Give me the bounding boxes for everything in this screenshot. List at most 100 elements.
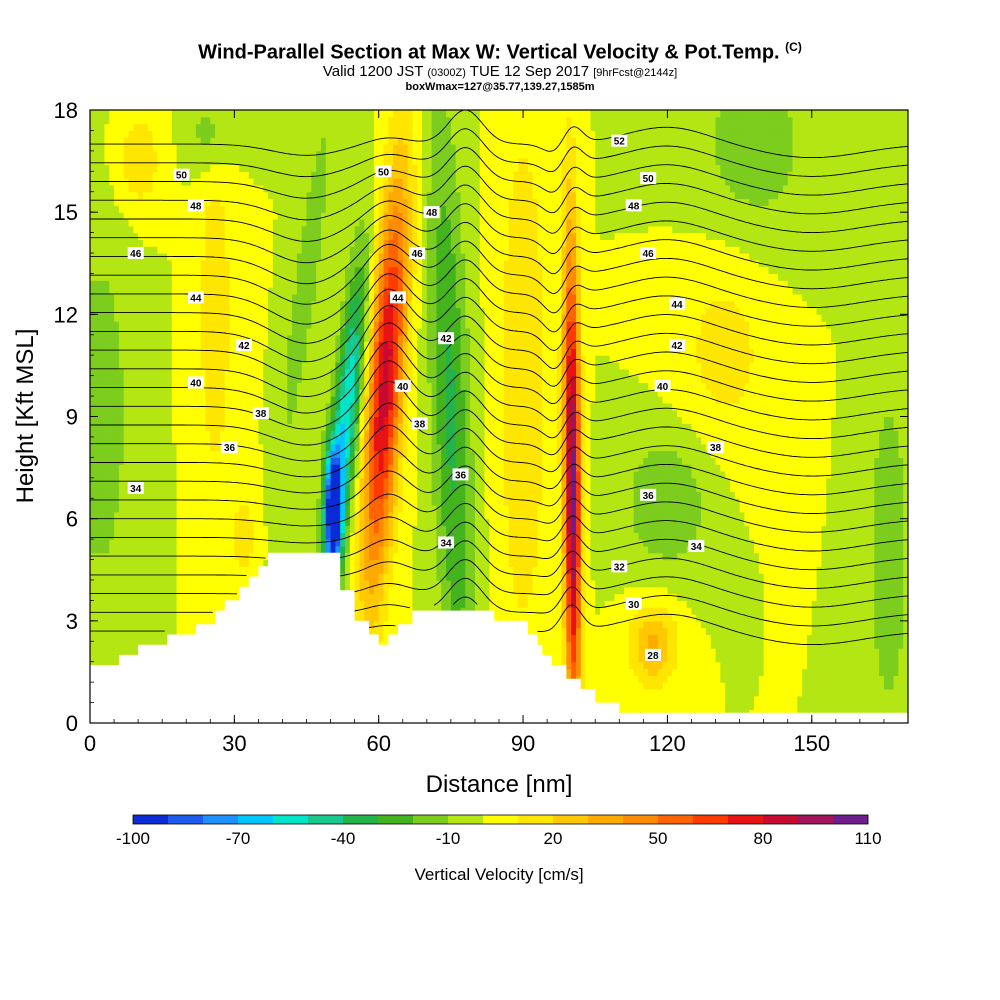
velocity-cell bbox=[268, 545, 274, 554]
velocity-cell bbox=[157, 266, 163, 275]
velocity-cell bbox=[296, 157, 303, 166]
velocity-cell bbox=[142, 579, 149, 588]
velocity-cell bbox=[306, 198, 312, 206]
velocity-cell bbox=[210, 280, 216, 288]
velocity-cell bbox=[162, 498, 168, 506]
velocity-cell bbox=[176, 600, 183, 608]
velocity-cell bbox=[248, 355, 255, 363]
velocity-cell bbox=[166, 232, 173, 241]
velocity-cell bbox=[147, 334, 154, 343]
velocity-cell bbox=[330, 110, 336, 118]
velocity-cell bbox=[229, 327, 235, 336]
velocity-cell bbox=[258, 293, 264, 302]
velocity-cell bbox=[195, 280, 202, 288]
velocity-cell bbox=[320, 273, 327, 281]
velocity-cell bbox=[320, 436, 327, 445]
velocity-cell bbox=[345, 362, 351, 370]
velocity-cell bbox=[205, 436, 211, 445]
velocity-cell bbox=[340, 110, 346, 118]
velocity-cell bbox=[171, 396, 178, 404]
velocity-cell bbox=[94, 232, 101, 241]
velocity-cell bbox=[306, 362, 312, 370]
velocity-cell bbox=[118, 191, 125, 200]
velocity-cell bbox=[118, 184, 125, 193]
velocity-cell bbox=[166, 130, 173, 138]
velocity-cell bbox=[349, 505, 356, 513]
velocity-cell bbox=[171, 184, 178, 193]
velocity-cell bbox=[210, 614, 216, 622]
velocity-cell bbox=[277, 396, 284, 404]
velocity-cell bbox=[94, 307, 101, 315]
velocity-cell bbox=[248, 123, 255, 132]
velocity-cell bbox=[335, 287, 341, 295]
velocity-cell bbox=[229, 273, 235, 281]
velocity-cell bbox=[99, 212, 106, 220]
velocity-cell bbox=[142, 634, 149, 642]
velocity-cell bbox=[258, 314, 264, 322]
velocity-cell bbox=[320, 184, 327, 193]
velocity-cell bbox=[210, 525, 216, 533]
velocity-cell bbox=[99, 123, 106, 132]
velocity-cell bbox=[210, 539, 216, 547]
velocity-cell bbox=[301, 348, 308, 356]
velocity-cell bbox=[152, 491, 158, 499]
velocity-cell bbox=[186, 341, 192, 349]
velocity-cell bbox=[157, 137, 163, 145]
velocity-cell bbox=[330, 511, 336, 520]
velocity-cell bbox=[195, 355, 202, 363]
velocity-cell bbox=[90, 266, 96, 275]
velocity-cell bbox=[171, 218, 178, 227]
velocity-cell bbox=[301, 477, 308, 486]
velocity-cell bbox=[94, 559, 101, 567]
velocity-cell bbox=[282, 450, 288, 458]
velocity-cell bbox=[191, 110, 197, 118]
velocity-cell bbox=[157, 239, 163, 247]
velocity-cell bbox=[186, 191, 192, 200]
velocity-cell bbox=[277, 409, 284, 418]
velocity-cell bbox=[277, 164, 284, 172]
velocity-cell bbox=[287, 157, 293, 166]
velocity-cell bbox=[147, 280, 154, 288]
title-block: Wind-Parallel Section at Max W: Vertical… bbox=[0, 36, 1000, 93]
velocity-cell bbox=[263, 314, 269, 322]
velocity-cell bbox=[349, 239, 356, 247]
velocity-cell bbox=[109, 362, 115, 370]
velocity-cell bbox=[191, 423, 197, 431]
velocity-cell bbox=[330, 382, 336, 390]
velocity-cell bbox=[296, 450, 303, 458]
velocity-cell bbox=[157, 518, 163, 527]
velocity-cell bbox=[311, 239, 317, 247]
velocity-cell bbox=[296, 409, 303, 418]
velocity-cell bbox=[176, 457, 183, 465]
velocity-cell bbox=[292, 157, 298, 166]
velocity-cell bbox=[123, 634, 130, 642]
velocity-cell bbox=[181, 184, 187, 193]
velocity-cell bbox=[186, 266, 192, 275]
velocity-cell bbox=[282, 307, 288, 315]
velocity-cell bbox=[171, 545, 178, 554]
velocity-cell bbox=[123, 355, 130, 363]
velocity-cell bbox=[166, 457, 173, 465]
velocity-cell bbox=[287, 110, 293, 118]
velocity-cell bbox=[345, 171, 351, 179]
velocity-cell bbox=[181, 518, 187, 527]
velocity-cell bbox=[263, 423, 269, 431]
velocity-cell bbox=[345, 532, 351, 540]
velocity-cell bbox=[94, 239, 101, 247]
velocity-cell bbox=[104, 307, 110, 315]
velocity-cell bbox=[272, 532, 279, 540]
velocity-cell bbox=[162, 416, 168, 424]
velocity-cell bbox=[157, 484, 163, 493]
velocity-cell bbox=[200, 184, 207, 193]
velocity-cell bbox=[282, 232, 288, 241]
velocity-cell bbox=[296, 198, 303, 206]
velocity-cell bbox=[114, 259, 120, 268]
velocity-cell bbox=[186, 150, 192, 159]
velocity-cell bbox=[345, 382, 351, 390]
velocity-cell bbox=[306, 150, 312, 159]
velocity-cell bbox=[109, 436, 115, 445]
velocity-cell bbox=[123, 293, 130, 302]
velocity-cell bbox=[287, 212, 293, 220]
velocity-cell bbox=[99, 579, 106, 588]
velocity-cell bbox=[195, 368, 202, 377]
